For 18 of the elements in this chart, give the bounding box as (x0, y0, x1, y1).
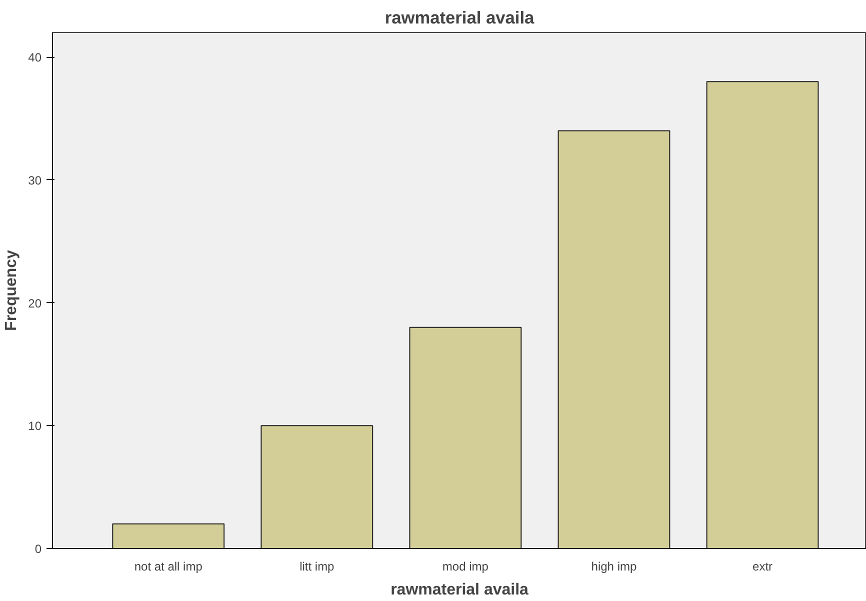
y-tick-label: 20 (28, 296, 42, 310)
bar (260, 425, 374, 548)
x-tick-label: litt imp (300, 560, 335, 574)
x-tick-label: high imp (591, 560, 637, 574)
bar (409, 326, 522, 548)
y-tick-label: 30 (28, 173, 42, 188)
x-tick-label: extr (752, 560, 773, 574)
chart-title: rawmaterial availa (384, 8, 535, 28)
bar (558, 130, 670, 548)
y-tick-label: 0 (34, 542, 42, 556)
bar (112, 523, 225, 548)
y-tick-label: 10 (28, 419, 42, 434)
y-tick-label: 40 (28, 50, 42, 65)
y-axis-title: Frequency (3, 250, 20, 331)
x-tick-label: not at all imp (134, 560, 203, 574)
x-tick-label: mod imp (442, 560, 489, 574)
bar (706, 81, 819, 548)
x-axis-title: rawmaterial availa (390, 582, 529, 598)
